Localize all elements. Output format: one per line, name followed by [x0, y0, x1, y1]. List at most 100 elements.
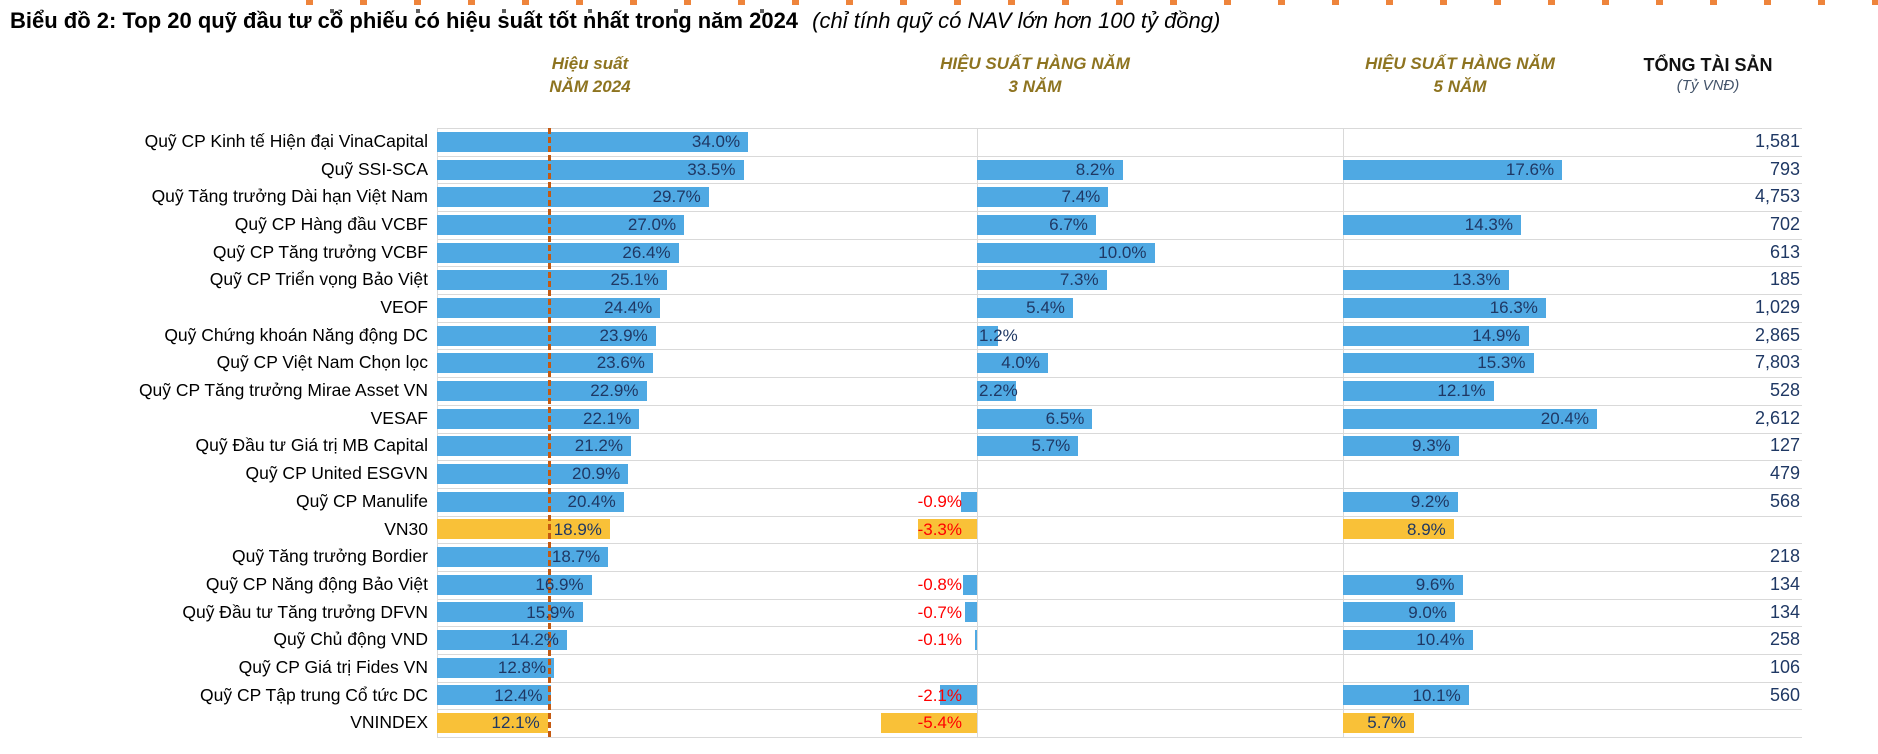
fund-label: Quỹ SSI-SCA	[321, 158, 428, 179]
row-gridline	[437, 460, 1802, 462]
value-label-perf_5y: 9.6%	[1415, 574, 1455, 594]
total-assets-value: 479	[1769, 463, 1800, 484]
total-assets-value: 258	[1769, 629, 1800, 650]
fund-label: Quỹ CP Tăng trưởng VCBF	[212, 241, 428, 262]
bar-perf_3y	[962, 574, 977, 595]
column-header-perf-3y-line1: HIỆU SUẤT HÀNG NĂM	[940, 54, 1130, 73]
total-assets-value: 134	[1769, 601, 1800, 622]
bar-perf_2024	[437, 214, 685, 235]
bar-perf_3y	[964, 602, 977, 623]
fund-label: Quỹ CP Triển vọng Bảo Việt	[209, 269, 428, 290]
row-gridline	[437, 598, 1802, 600]
value-label-perf_2024: 20.4%	[567, 491, 616, 511]
value-label-perf_3y: 7.3%	[1059, 270, 1099, 290]
value-label-perf_5y: 14.3%	[1464, 215, 1513, 235]
bar-perf_2024	[437, 464, 629, 484]
bar-perf_2024	[437, 574, 592, 595]
panel-axis-line	[1343, 128, 1344, 737]
cropped-text-artifact-top	[306, 0, 1878, 5]
value-label-perf_5y: 14.9%	[1472, 325, 1521, 345]
bar-perf_5y	[1343, 602, 1455, 623]
row-gridline	[437, 432, 1802, 434]
bar-perf_3y	[977, 325, 999, 346]
bar-perf_5y	[1343, 353, 1534, 374]
bar-perf_2024	[437, 547, 609, 567]
value-label-perf_3y: 2.2%	[979, 381, 1018, 401]
value-label-perf_3y: 5.7%	[1031, 436, 1071, 456]
total-assets-value: 1,581	[1754, 131, 1800, 151]
total-assets-value: 185	[1769, 269, 1800, 290]
bar-perf_2024	[437, 381, 647, 401]
total-assets-value: 560	[1769, 684, 1800, 705]
value-label-perf_2024: 12.1%	[491, 713, 540, 733]
value-label-perf_3y: 7.4%	[1061, 187, 1101, 207]
value-label-perf_2024: 29.7%	[652, 187, 701, 207]
row-gridline	[437, 404, 1802, 406]
column-header-perf-5y-line2: 5 NĂM	[1433, 77, 1487, 96]
column-header-perf-3y-line2: 3 NĂM	[1008, 77, 1062, 96]
bar-perf_2024	[437, 159, 744, 180]
row-gridline	[437, 515, 1802, 517]
total-assets-value: 1,029	[1754, 297, 1800, 318]
bar-perf_3y	[977, 353, 1048, 374]
row-gridline	[437, 709, 1802, 711]
value-label-perf_2024: 22.9%	[590, 381, 639, 401]
value-label-perf_3y: 6.7%	[1049, 215, 1088, 235]
bar-perf_3y	[977, 408, 1093, 429]
value-label-perf_2024: 18.9%	[553, 519, 602, 539]
total-assets-value: 702	[1769, 214, 1800, 235]
value-label-perf_3y: 10.0%	[1098, 242, 1147, 262]
value-label-perf_3y: -0.1%	[917, 630, 962, 650]
value-label-perf_2024: 12.8%	[497, 657, 547, 677]
total-assets-value: 2,865	[1754, 324, 1800, 345]
bar-perf_2024	[437, 602, 583, 623]
value-label-perf_5y: 12.1%	[1437, 381, 1486, 401]
bar-perf_3y	[977, 270, 1107, 291]
column-header-perf-2024: Hiệu suất NĂM 2024	[420, 52, 760, 98]
cropped-text-artifact-specks	[330, 9, 770, 13]
fund-label: Quỹ Đầu tư Tăng trưởng DFVN	[182, 601, 428, 622]
bar-perf_3y	[977, 242, 1155, 263]
bar-perf_2024	[437, 685, 551, 706]
row-gridline	[437, 626, 1802, 628]
value-label-perf_3y: 5.4%	[1026, 298, 1065, 318]
value-label-perf_3y: -0.8%	[917, 574, 962, 594]
row-gridline	[437, 653, 1802, 655]
total-assets-value: 2,612	[1754, 407, 1800, 428]
bar-perf_3y	[961, 491, 977, 512]
value-label-perf_2024: 34.0%	[691, 132, 741, 151]
value-label-perf_2024: 14.2%	[510, 630, 559, 650]
bar-perf_3y	[881, 713, 977, 734]
column-header-perf-3y: HIỆU SUẤT HÀNG NĂM 3 NĂM	[865, 52, 1205, 98]
fund-label: VEOF	[380, 297, 428, 318]
bar-perf_2024	[437, 408, 640, 429]
row-gridline	[437, 377, 1802, 379]
value-label-perf_3y: 6.5%	[1045, 408, 1085, 428]
row-gridline	[437, 349, 1802, 351]
row-gridline	[437, 294, 1802, 296]
fund-label: Quỹ CP Giá trị Fides VN	[238, 656, 428, 677]
fund-label: Quỹ CP Kinh tế Hiện đại VinaCapital	[144, 131, 428, 151]
value-label-perf_5y: 10.1%	[1412, 685, 1461, 705]
value-label-perf_2024: 26.4%	[622, 242, 671, 262]
bar-perf_3y	[939, 685, 977, 706]
value-label-perf_5y: 10.4%	[1416, 630, 1465, 650]
column-header-assets-line1: TỔNG TÀI SẢN	[1643, 55, 1773, 75]
fund-label: VN30	[384, 518, 428, 539]
value-label-perf_3y: -5.4%	[917, 713, 962, 733]
bar-perf_5y	[1343, 713, 1414, 734]
bar-perf_5y	[1343, 214, 1521, 235]
bar-perf_2024	[437, 187, 709, 208]
bar-perf_5y	[1343, 491, 1458, 512]
fund-label: Quỹ CP United ESGVN	[245, 463, 428, 484]
fund-label: VESAF	[370, 407, 428, 428]
value-label-perf_2024: 33.5%	[687, 159, 736, 179]
bar-perf_2024	[437, 131, 749, 152]
bar-perf_5y	[1343, 574, 1463, 595]
value-label-perf_3y: 4.0%	[1001, 353, 1040, 373]
value-label-perf_2024: 18.7%	[551, 547, 601, 567]
column-header-perf-2024-line2: NĂM 2024	[549, 77, 631, 96]
total-assets-value: 568	[1769, 490, 1800, 511]
value-label-perf_2024: 27.0%	[627, 215, 677, 235]
fund-label: VNINDEX	[350, 712, 428, 733]
